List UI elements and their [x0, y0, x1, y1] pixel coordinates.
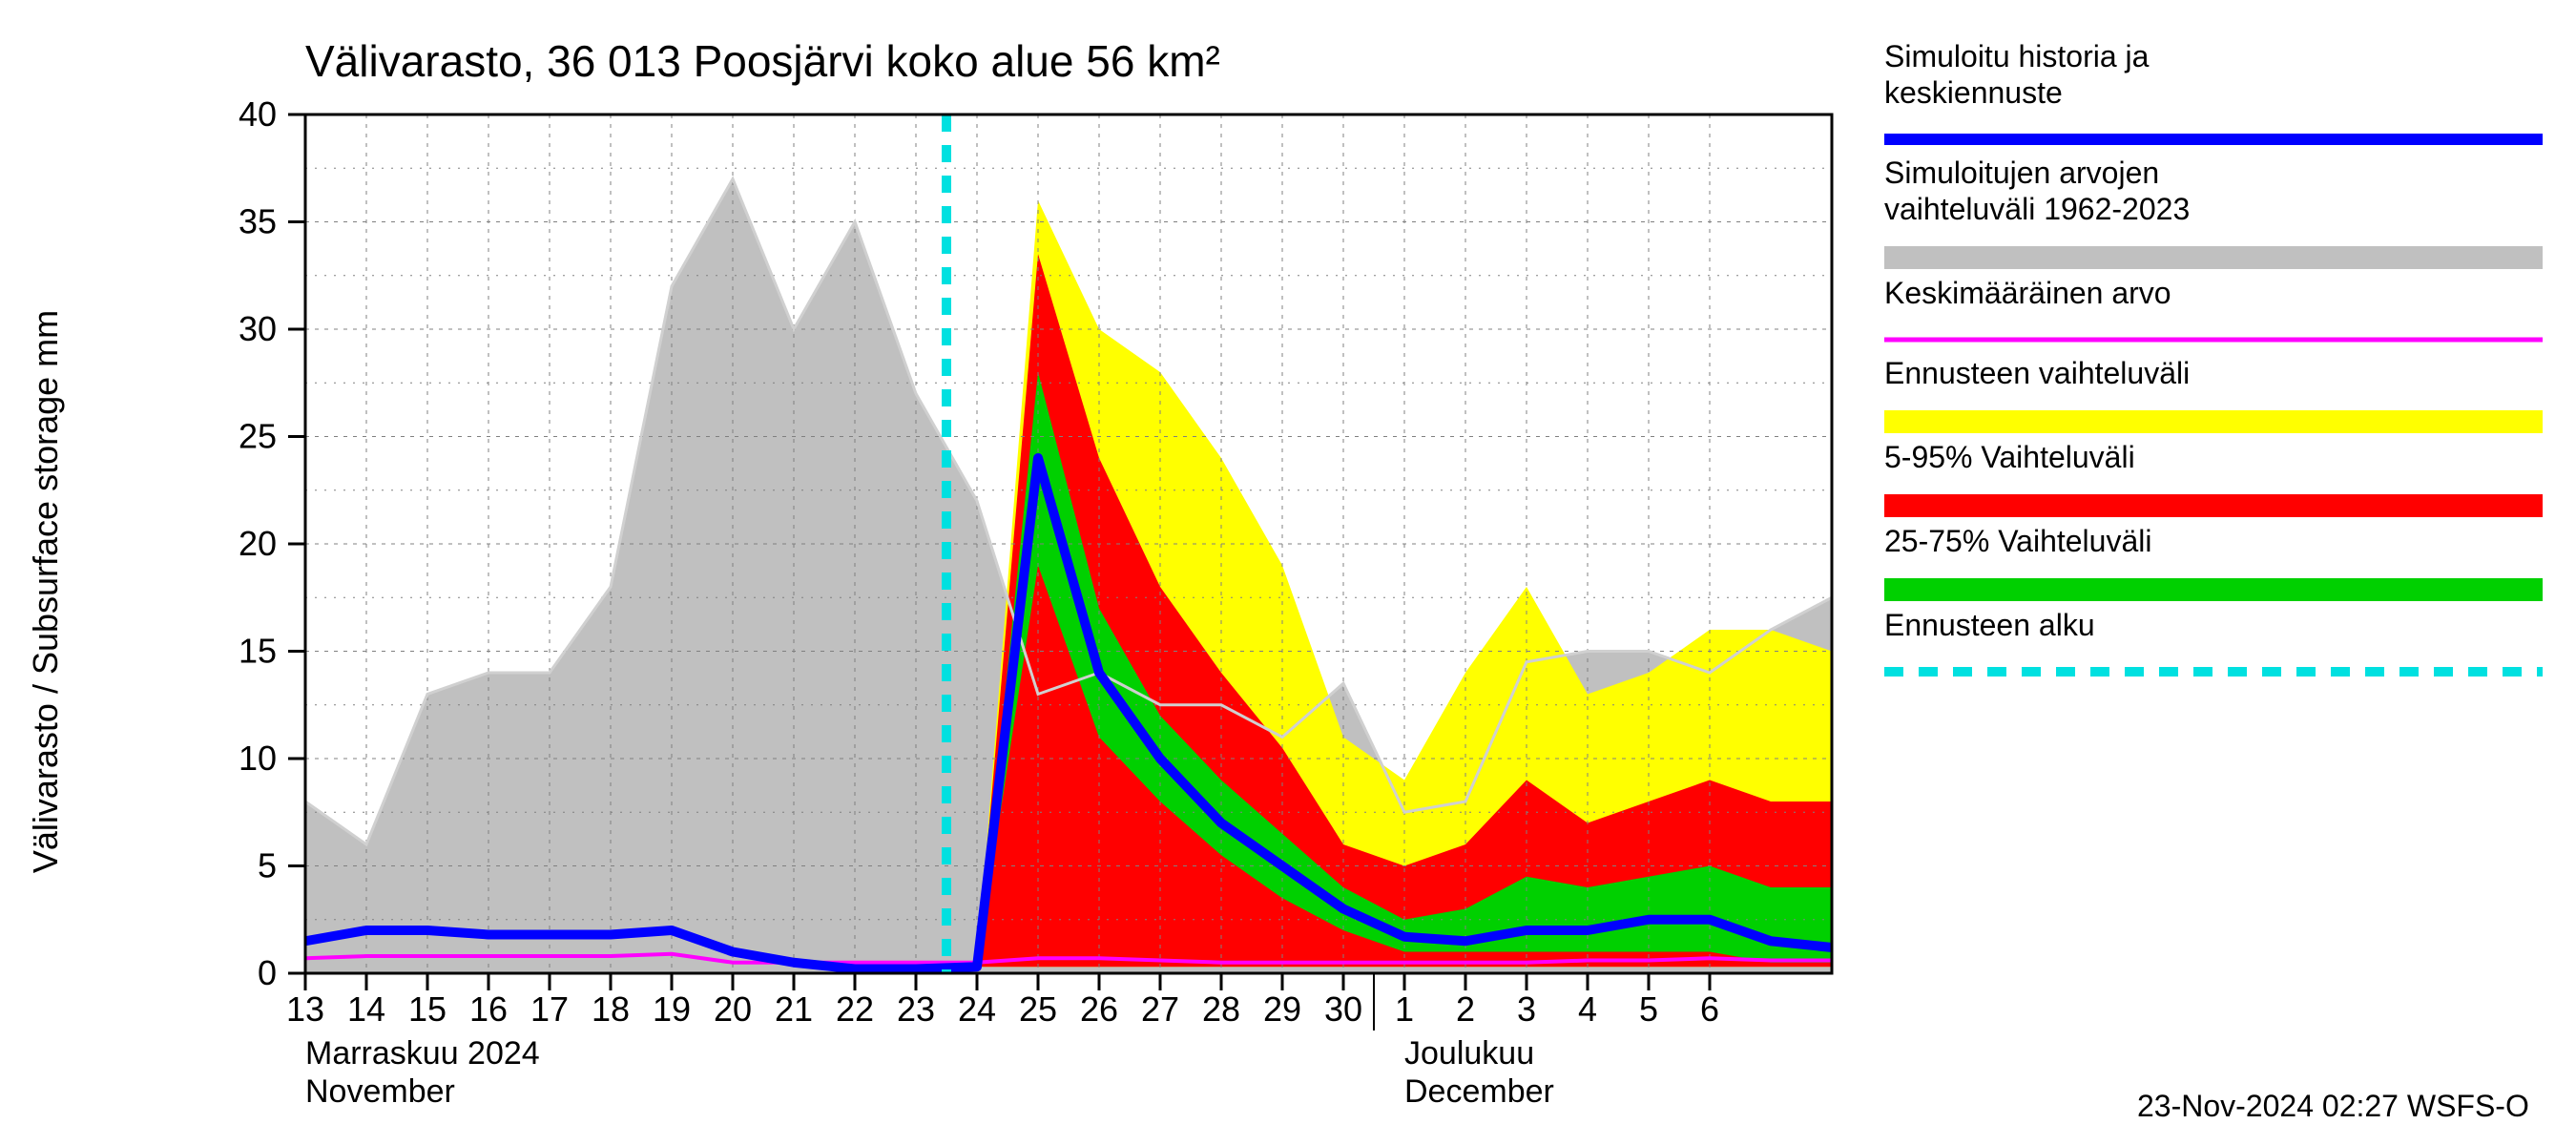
legend-label: vaihteluväli 1962-2023 — [1884, 192, 2190, 226]
x-tick-label: 5 — [1639, 989, 1658, 1029]
x-tick-label: 19 — [653, 989, 691, 1029]
legend-label: 25-75% Vaihteluväli — [1884, 524, 2151, 558]
month-labels: Marraskuu 2024November JoulukuuDecember — [305, 1035, 1554, 1110]
y-tick-label: 0 — [258, 953, 277, 992]
x-tick-label: 6 — [1700, 989, 1719, 1029]
legend-swatch — [1884, 578, 2543, 601]
x-tick-label: 26 — [1080, 989, 1118, 1029]
x-tick-label: 3 — [1517, 989, 1536, 1029]
x-tick-label: 15 — [408, 989, 447, 1029]
y-tick-label: 40 — [239, 94, 277, 134]
x-tick-label: 30 — [1324, 989, 1362, 1029]
x-tick-label: 20 — [714, 989, 752, 1029]
chart-title: Välivarasto, 36 013 Poosjärvi koko alue … — [305, 36, 1220, 86]
x-tick-label: 24 — [958, 989, 996, 1029]
footer-text: 23-Nov-2024 02:27 WSFS-O — [2137, 1089, 2529, 1123]
legend-label: Keskimääräinen arvo — [1884, 276, 2171, 310]
month-label: Joulukuu — [1404, 1035, 1534, 1072]
legend-label: Simuloitu historia ja — [1884, 39, 2150, 73]
x-tick-label: 21 — [775, 989, 813, 1029]
x-tick-label: 22 — [836, 989, 874, 1029]
x-tick-label: 18 — [592, 989, 630, 1029]
x-tick-label: 14 — [347, 989, 385, 1029]
legend-swatch — [1884, 410, 2543, 433]
month-label: Marraskuu 2024 — [305, 1035, 540, 1072]
x-tick-label: 23 — [897, 989, 935, 1029]
plot-area — [305, 114, 1832, 1030]
legend-label: 5-95% Vaihteluväli — [1884, 440, 2135, 474]
y-tick-label: 25 — [239, 417, 277, 456]
x-tick-label: 13 — [286, 989, 324, 1029]
y-tick-label: 5 — [258, 846, 277, 885]
y-tick-label: 10 — [239, 739, 277, 778]
x-tick-label: 29 — [1263, 989, 1301, 1029]
legend-swatch — [1884, 494, 2543, 517]
x-tick-label: 2 — [1456, 989, 1475, 1029]
x-tick-label: 27 — [1141, 989, 1179, 1029]
month-label: December — [1404, 1073, 1554, 1110]
x-tick-label: 28 — [1202, 989, 1240, 1029]
x-tick-label: 4 — [1578, 989, 1597, 1029]
y-tick-label: 15 — [239, 632, 277, 671]
y-axis-label: Välivarasto / Subsurface storage mm — [26, 310, 65, 873]
x-ticks: 1314151617181920212223242526272829301234… — [286, 973, 1719, 1029]
y-tick-label: 35 — [239, 202, 277, 241]
y-tick-label: 30 — [239, 309, 277, 348]
legend-swatch — [1884, 246, 2543, 269]
x-tick-label: 1 — [1395, 989, 1414, 1029]
legend-label: Simuloitujen arvojen — [1884, 156, 2159, 190]
legend-label: Ennusteen vaihteluväli — [1884, 356, 2190, 390]
legend: Simuloitu historia jakeskiennuste Simuloi… — [1884, 39, 2543, 672]
forecast-chart: Välivarasto / Subsurface storage mm Väli… — [0, 0, 2576, 1145]
y-ticks: 0 5 10 15 20 25 30 35 40 — [239, 94, 305, 992]
month-label: November — [305, 1073, 455, 1110]
x-tick-label: 25 — [1019, 989, 1057, 1029]
legend-label: keskiennuste — [1884, 75, 2063, 110]
legend-label: Ennusteen alku — [1884, 608, 2095, 642]
x-tick-label: 17 — [530, 989, 569, 1029]
x-tick-label: 16 — [469, 989, 508, 1029]
y-tick-label: 20 — [239, 524, 277, 563]
